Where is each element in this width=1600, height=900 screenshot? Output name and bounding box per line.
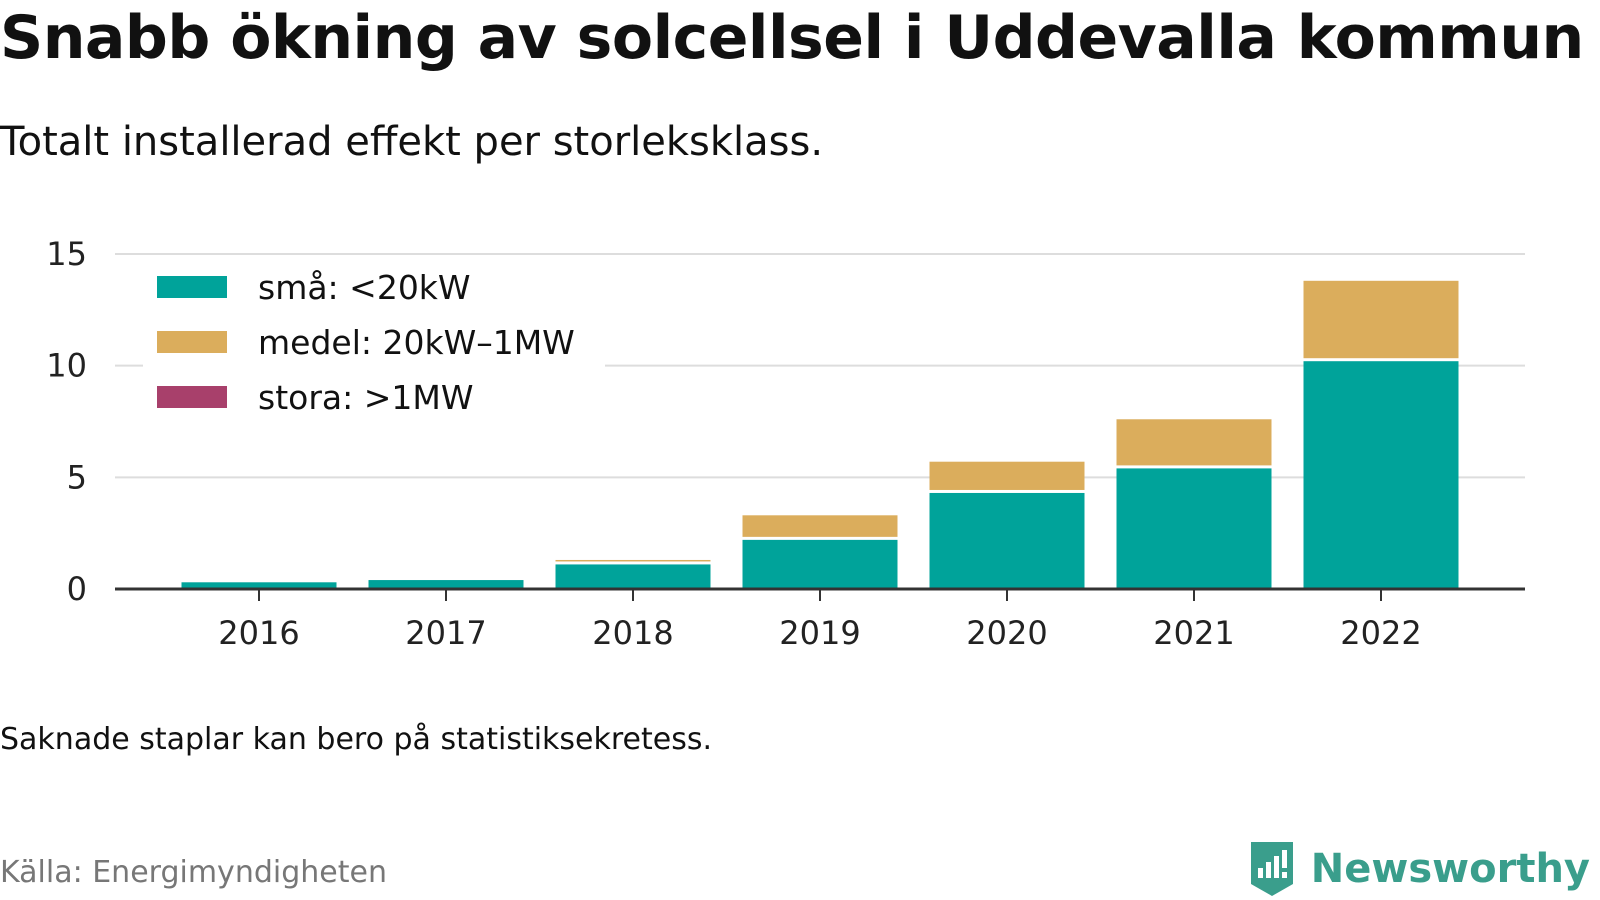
x-tick-label: 2018 — [592, 614, 673, 652]
brand-name: Newsworthy — [1310, 846, 1590, 892]
legend-label: små: <20kW — [258, 268, 471, 307]
bar-2019-series-0 — [742, 539, 898, 589]
bar-2019-series-1 — [742, 515, 898, 537]
bar-2018-series-1 — [555, 559, 711, 562]
bar-2017-series-0 — [368, 580, 524, 589]
y-tick-label: 0 — [67, 570, 87, 608]
bar-2022-series-0 — [1303, 361, 1459, 589]
x-tick-label: 2020 — [966, 614, 1047, 652]
bar-2020-series-1 — [929, 461, 1085, 490]
source-credit: Källa: Energimyndigheten — [0, 855, 387, 890]
legend-swatch — [157, 276, 227, 298]
footnote: Saknade staplar kan bero på statistiksek… — [0, 722, 713, 757]
bar-2020-series-0 — [929, 492, 1085, 589]
y-tick-label: 15 — [46, 235, 87, 273]
bar-2022-series-1 — [1303, 280, 1459, 359]
x-tick-label: 2022 — [1340, 614, 1421, 652]
x-tick-label: 2017 — [405, 614, 486, 652]
bars — [181, 280, 1459, 589]
chart-title: Snabb ökning av solcellsel i Uddevalla k… — [0, 3, 1584, 73]
brand-logo: Newsworthy — [1247, 840, 1590, 898]
bar-2016-series-0 — [181, 582, 337, 589]
legend-label: medel: 20kW–1MW — [258, 323, 575, 362]
bar-2021-series-1 — [1116, 419, 1272, 466]
bar-chart: 0 5 10 15 2016 2017 2018 2019 2020 2021 2022 små: … — [46, 235, 1525, 652]
bar-2018-series-0 — [555, 564, 711, 589]
legend-label: stora: >1MW — [258, 378, 473, 417]
bar-2021-series-0 — [1116, 468, 1272, 589]
x-tick-label: 2016 — [218, 614, 299, 652]
axes: 0 5 10 15 2016 2017 2018 2019 2020 2021 2022 — [46, 235, 1525, 652]
legend-swatch — [157, 331, 227, 353]
newsworthy-logo-icon — [1250, 842, 1293, 896]
legend-swatch — [157, 386, 227, 408]
x-tick-label: 2021 — [1153, 614, 1234, 652]
chart-subtitle: Totalt installerad effekt per storlekskl… — [0, 119, 824, 165]
y-tick-label: 5 — [67, 458, 87, 496]
legend: små: <20kW medel: 20kW–1MW stora: >1MW — [143, 257, 605, 427]
y-tick-label: 10 — [46, 347, 87, 385]
x-tick-label: 2019 — [779, 614, 860, 652]
